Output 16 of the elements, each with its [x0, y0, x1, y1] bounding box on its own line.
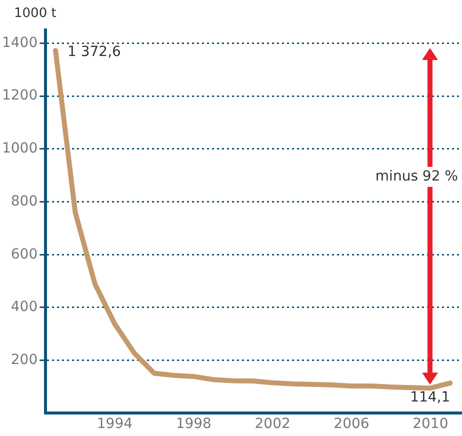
- x-tick-label: 2002: [254, 416, 290, 432]
- y-tick-label: 1400: [2, 34, 38, 51]
- y-tick-label: 400: [10, 299, 38, 316]
- x-tick-label: 1994: [96, 416, 133, 432]
- y-tick-label: 200: [10, 352, 38, 368]
- y-axis-title: 1000 t: [14, 6, 56, 21]
- x-tick-label: 2006: [334, 416, 370, 432]
- x-tick-label: 1998: [176, 416, 212, 432]
- y-tick-label: 1000: [2, 140, 38, 157]
- data-label: 114,1: [410, 390, 450, 406]
- y-tick-label: 1200: [2, 88, 38, 104]
- y-tick-label: 600: [10, 246, 38, 262]
- data-label: 1 372,6: [67, 44, 122, 60]
- y-tick-label: 800: [10, 193, 38, 210]
- annotation: minus 92 %: [375, 168, 458, 184]
- x-tick-label: 2010: [412, 416, 448, 432]
